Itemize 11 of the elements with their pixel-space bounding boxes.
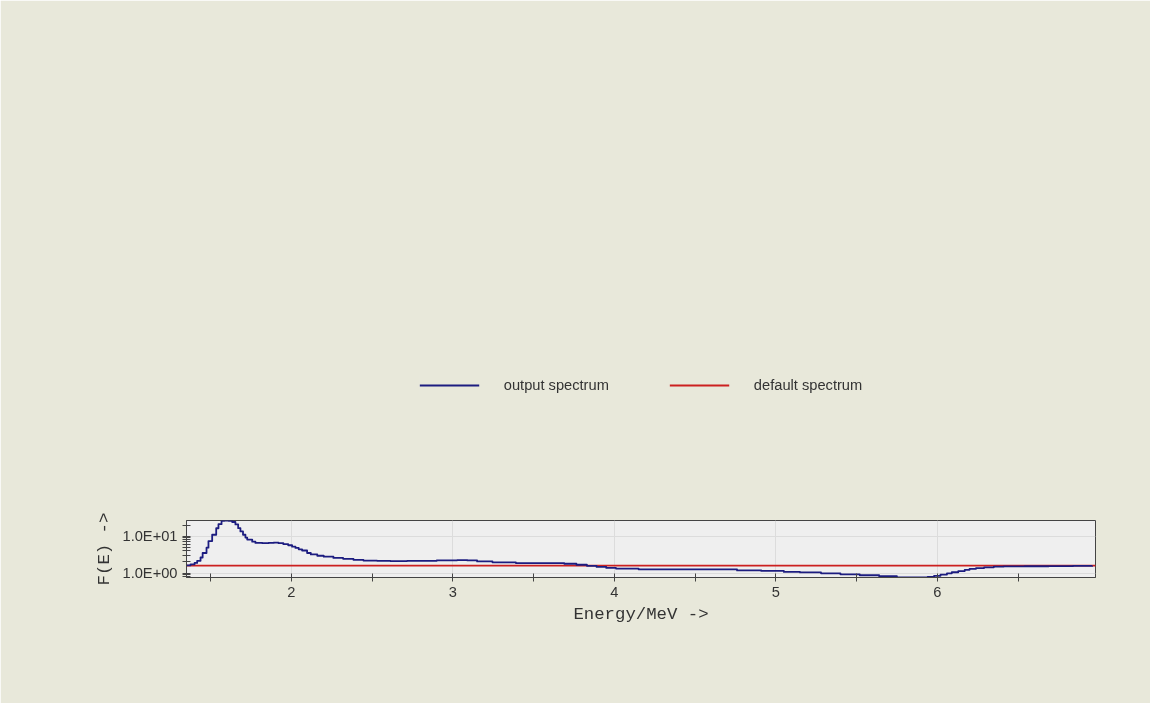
legend-label: default spectrum xyxy=(753,377,863,393)
x-tick-label: 5 xyxy=(771,583,780,600)
legend-label: output spectrum xyxy=(503,377,609,393)
y-axis-title: F(E) -> xyxy=(95,512,115,586)
x-tick-label: 2 xyxy=(287,583,296,600)
x-tick-label: 3 xyxy=(448,583,457,600)
x-axis-title: Energy/MeV -> xyxy=(573,604,709,624)
x-tick-label: 4 xyxy=(610,583,619,600)
y-tick-label: 1.0E+00 xyxy=(122,565,178,582)
y-tick-label: 1.0E+01 xyxy=(122,528,178,545)
x-tick-label: 6 xyxy=(933,583,942,600)
